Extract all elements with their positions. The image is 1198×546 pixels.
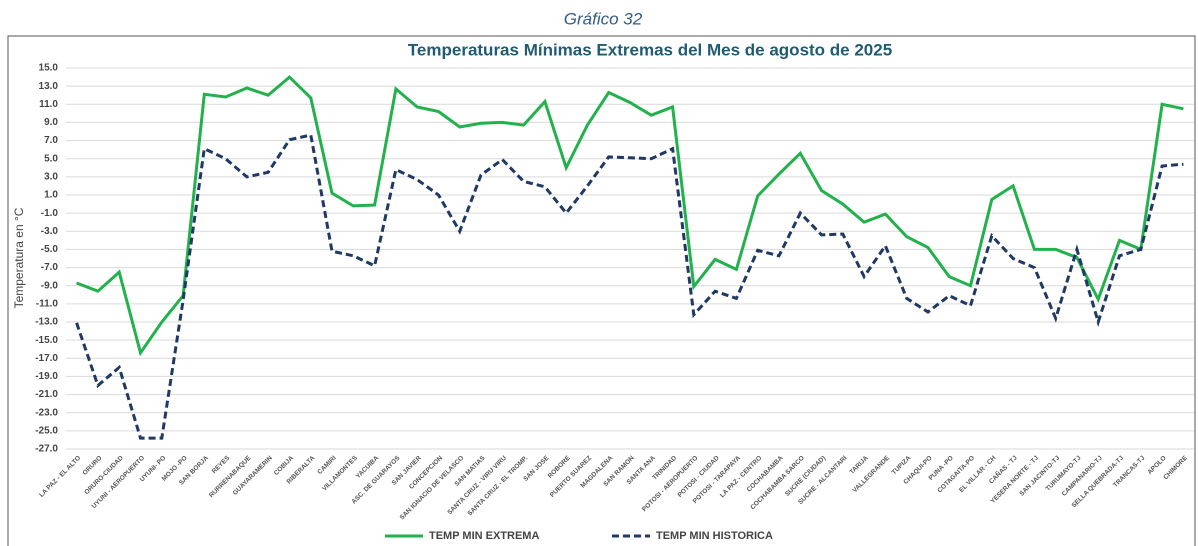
legend-label: TEMP MIN EXTREMA: [429, 530, 539, 542]
y-tick-label: -23.0: [35, 407, 58, 418]
y-tick-label: 5.0: [44, 153, 58, 164]
y-tick-label: 7.0: [44, 135, 58, 146]
supertitle: Gráfico 32: [564, 9, 643, 28]
x-tick-label: GUAYARAMERIN: [232, 454, 274, 496]
y-tick-label: 13.0: [39, 81, 59, 92]
y-tick-label: -9.0: [41, 280, 59, 291]
x-tick-label: REYES: [211, 454, 232, 475]
y-tick-label: -25.0: [35, 425, 58, 436]
y-tick-label: 1.0: [44, 190, 58, 201]
x-tick-label: COTAGAITA-PO: [936, 455, 976, 495]
x-tick-label: EL VILLAR - CH: [958, 454, 998, 494]
chart-frame: [7, 35, 1196, 546]
x-tick-label: VALLEGRANDE: [851, 454, 891, 494]
y-tick-label: -3.0: [41, 226, 59, 237]
y-tick-label: -1.0: [41, 208, 59, 219]
y-tick-label: -21.0: [35, 389, 58, 400]
x-tick-label: LA PAZ - EL ALTO: [38, 455, 82, 499]
x-tick-label: CHIMORE: [1162, 454, 1189, 481]
legend-label: TEMP MIN HISTORICA: [656, 530, 773, 542]
y-tick-label: -27.0: [35, 444, 58, 455]
y-tick-label: -17.0: [35, 353, 58, 364]
y-tick-label: -19.0: [35, 371, 58, 382]
y-tick-label: -15.0: [35, 335, 58, 346]
series-line: [76, 75, 1184, 357]
chart-title: Temperaturas Mínimas Extremas del Mes de…: [408, 40, 892, 59]
x-tick-label: ORURO-CIUDAD: [83, 454, 125, 496]
y-axis-label: Temperatura en °C: [12, 207, 26, 308]
series-line: [75, 133, 1184, 440]
y-tick-label: 15.0: [39, 63, 59, 74]
y-tick-label: 3.0: [44, 171, 58, 182]
y-tick-label: 9.0: [44, 117, 58, 128]
y-tick-label: -7.0: [41, 262, 59, 273]
y-tick-label: -11.0: [36, 298, 59, 309]
x-tick-label: APOLO: [1146, 455, 1167, 476]
y-tick-label: -5.0: [41, 244, 59, 255]
y-tick-label: 11.0: [39, 99, 58, 110]
y-tick-label: -13.0: [35, 317, 58, 328]
